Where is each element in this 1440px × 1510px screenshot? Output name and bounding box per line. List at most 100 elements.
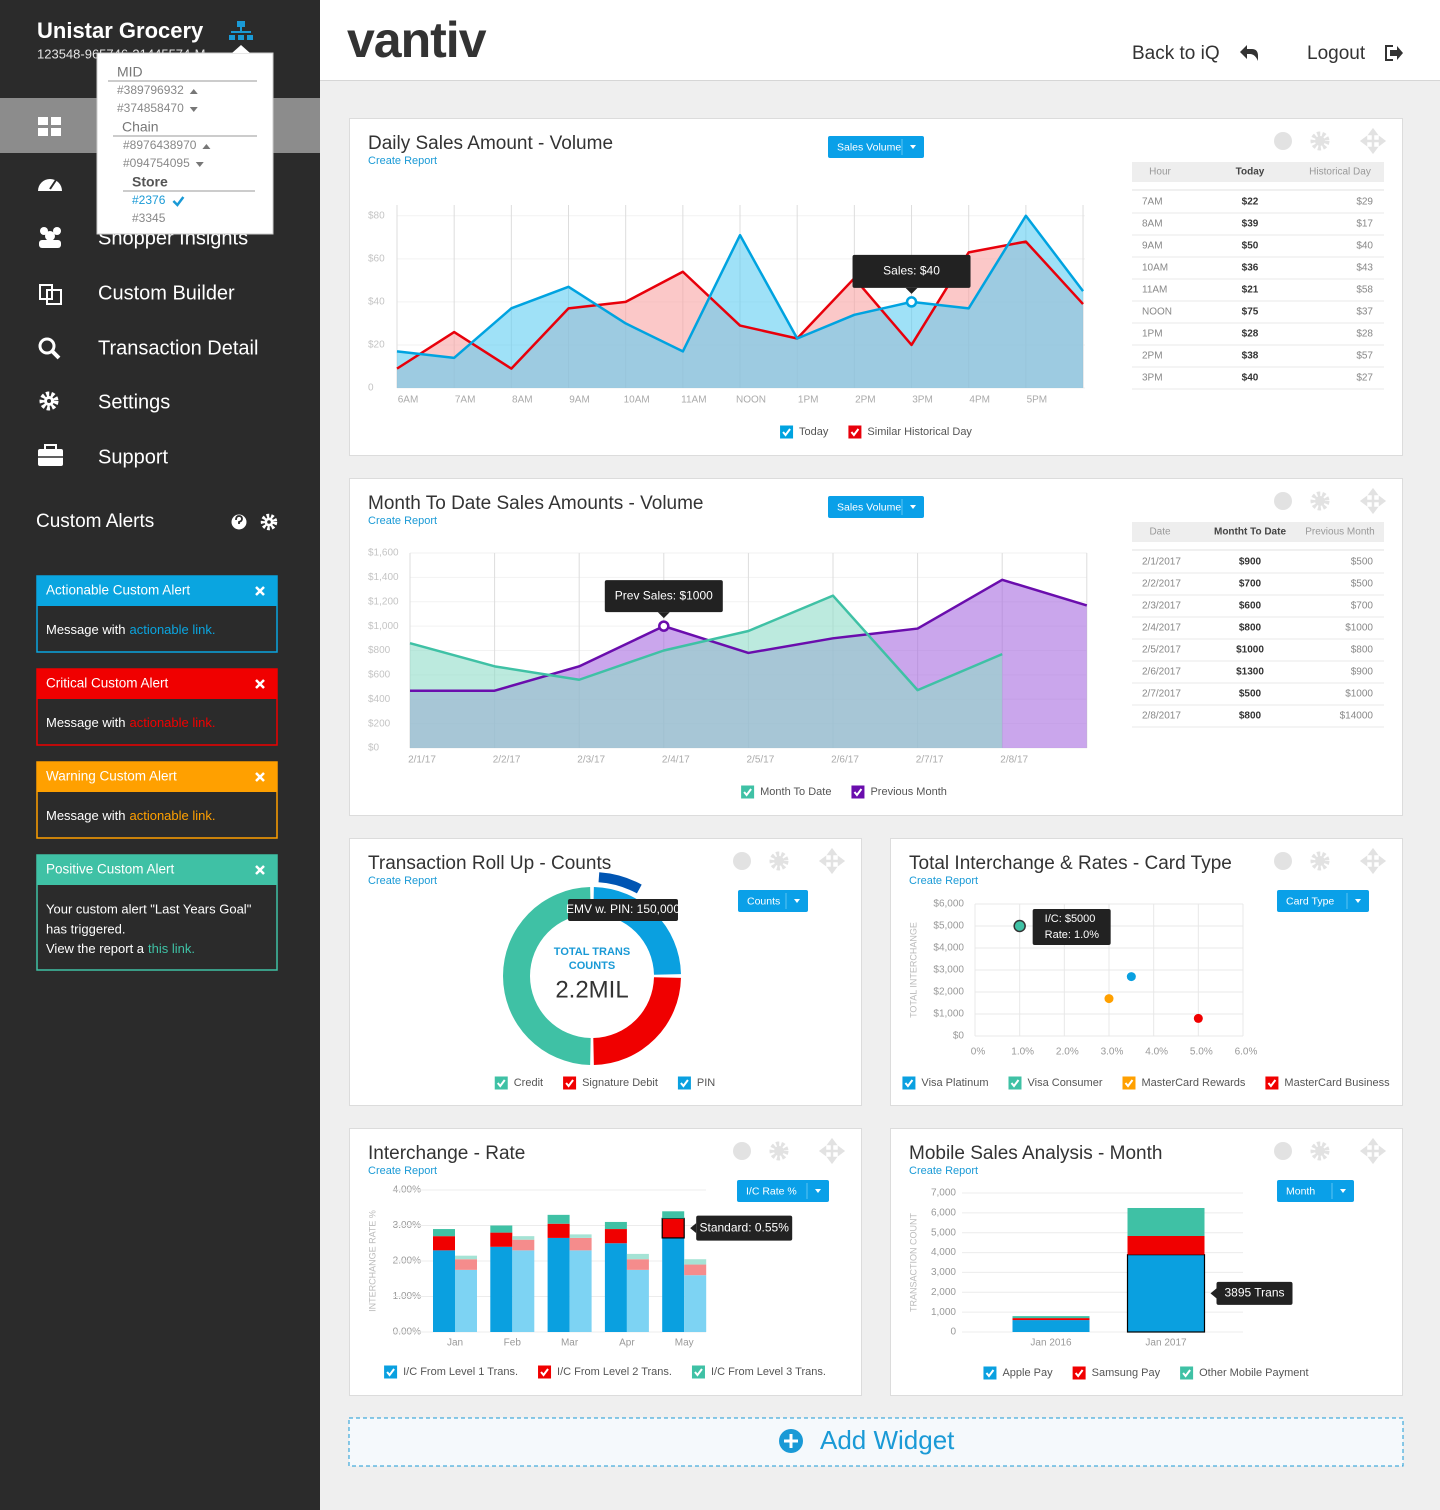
legend-label[interactable]: Credit xyxy=(514,1077,543,1089)
legend-label[interactable]: Previous Month xyxy=(870,786,946,798)
bar-segment[interactable] xyxy=(490,1225,513,1233)
nav-item[interactable]: Support xyxy=(98,446,168,468)
legend-label[interactable]: I/C From Level 1 Trans. xyxy=(403,1366,518,1378)
gear-icon[interactable] xyxy=(769,851,789,871)
legend-label[interactable]: Signature Debit xyxy=(582,1077,658,1089)
back-link[interactable]: Back to iQ xyxy=(1132,43,1220,64)
legend-label[interactable]: MasterCard Rewards xyxy=(1141,1077,1245,1089)
bar-segment[interactable] xyxy=(490,1232,513,1247)
bar-segment[interactable] xyxy=(455,1259,477,1270)
bar-segment[interactable] xyxy=(433,1236,455,1251)
legend-label[interactable]: I/C From Level 2 Trans. xyxy=(557,1366,672,1378)
bar-segment[interactable] xyxy=(1012,1318,1090,1321)
legend-checkbox[interactable] xyxy=(563,1076,577,1090)
gear-icon[interactable] xyxy=(1310,131,1330,151)
alert-link[interactable]: this link. xyxy=(148,941,195,956)
gear-icon[interactable] xyxy=(1310,491,1330,511)
gear-icon[interactable] xyxy=(769,1141,789,1161)
nav-item[interactable]: Settings xyxy=(98,391,170,413)
legend-label[interactable]: Today xyxy=(799,426,829,438)
help-icon[interactable] xyxy=(733,852,751,870)
bar-segment[interactable] xyxy=(626,1259,649,1270)
create-report-link[interactable]: Create Report xyxy=(368,1165,437,1177)
bar-segment[interactable] xyxy=(626,1253,649,1260)
help-icon[interactable] xyxy=(1274,492,1292,510)
legend-checkbox[interactable] xyxy=(1072,1366,1086,1380)
move-icon[interactable] xyxy=(1359,487,1387,515)
dropdown[interactable] xyxy=(1277,1180,1354,1202)
help-icon[interactable] xyxy=(1274,1142,1292,1160)
dropdown[interactable] xyxy=(1277,890,1369,912)
add-widget[interactable] xyxy=(348,1417,1404,1467)
alert-close[interactable] xyxy=(255,865,265,875)
bar-segment[interactable] xyxy=(1127,1207,1205,1236)
bar-segment[interactable] xyxy=(547,1214,570,1224)
donut-segment[interactable] xyxy=(593,977,681,1065)
dropdown[interactable] xyxy=(828,496,924,518)
legend-checkbox[interactable] xyxy=(780,425,794,439)
bar-segment[interactable] xyxy=(512,1250,535,1332)
legend-checkbox[interactable] xyxy=(851,785,865,799)
legend-label[interactable]: Month To Date xyxy=(760,786,831,798)
selector-item[interactable]: #094754095 xyxy=(123,156,190,170)
legend-checkbox[interactable] xyxy=(1008,1076,1022,1090)
back-icon[interactable] xyxy=(1240,45,1258,61)
bar-segment[interactable] xyxy=(604,1229,627,1244)
bar-segment[interactable] xyxy=(662,1211,685,1219)
legend-label[interactable]: I/C From Level 3 Trans. xyxy=(711,1366,826,1378)
bar-segment[interactable] xyxy=(662,1237,685,1332)
selector-item[interactable]: #374858470 xyxy=(117,101,184,115)
bar-segment[interactable] xyxy=(547,1223,570,1238)
alert-close[interactable] xyxy=(255,586,265,596)
legend-label[interactable]: MasterCard Business xyxy=(1284,1077,1390,1089)
bar-segment[interactable] xyxy=(684,1275,707,1332)
bar-segment[interactable] xyxy=(661,1217,685,1239)
bar-segment[interactable] xyxy=(1012,1320,1090,1332)
logout-link[interactable]: Logout xyxy=(1307,43,1366,64)
scatter-point[interactable] xyxy=(1126,972,1136,982)
legend-checkbox[interactable] xyxy=(494,1076,508,1090)
legend-checkbox[interactable] xyxy=(1122,1076,1136,1090)
create-report-link[interactable]: Create Report xyxy=(909,875,978,887)
scatter-point[interactable] xyxy=(1193,1013,1203,1023)
legend-checkbox[interactable] xyxy=(1265,1076,1279,1090)
alert-close[interactable] xyxy=(255,679,265,689)
legend-checkbox[interactable] xyxy=(691,1365,705,1379)
help-icon[interactable] xyxy=(1274,132,1292,150)
bar-segment[interactable] xyxy=(433,1229,455,1237)
legend-checkbox[interactable] xyxy=(677,1076,691,1090)
bar-segment[interactable] xyxy=(512,1239,535,1251)
legend-label[interactable]: Other Mobile Payment xyxy=(1199,1367,1308,1379)
bar-segment[interactable] xyxy=(490,1246,513,1332)
gear-icon[interactable] xyxy=(260,513,278,531)
legend-label[interactable]: Apple Pay xyxy=(1002,1367,1053,1379)
bar-segment[interactable] xyxy=(455,1269,477,1332)
bar-segment[interactable] xyxy=(433,1250,455,1332)
bar-segment[interactable] xyxy=(1127,1235,1205,1255)
move-icon[interactable] xyxy=(818,847,846,875)
bar-segment[interactable] xyxy=(684,1264,707,1276)
legend-checkbox[interactable] xyxy=(902,1076,916,1090)
donut-segment[interactable] xyxy=(503,887,591,1065)
legend-label[interactable]: Similar Historical Day xyxy=(867,426,972,438)
nav-item[interactable]: Transaction Detail xyxy=(98,337,258,359)
legend-checkbox[interactable] xyxy=(538,1365,552,1379)
create-report-link[interactable]: Create Report xyxy=(368,875,437,887)
nav-item[interactable]: Custom Builder xyxy=(98,282,235,304)
alert-close[interactable] xyxy=(255,772,265,782)
org-icon[interactable] xyxy=(229,21,253,40)
bar-segment[interactable] xyxy=(455,1255,477,1260)
bar-segment[interactable] xyxy=(512,1236,535,1240)
help-icon[interactable] xyxy=(733,1142,751,1160)
bar-segment[interactable] xyxy=(569,1250,592,1332)
help-icon[interactable] xyxy=(1274,852,1292,870)
add-widget-label[interactable]: Add Widget xyxy=(820,1425,955,1455)
dropdown[interactable] xyxy=(738,890,808,912)
bar-segment[interactable] xyxy=(569,1234,592,1238)
bar-segment[interactable] xyxy=(684,1259,707,1265)
alert-link[interactable]: actionable link. xyxy=(129,715,215,730)
create-report-link[interactable]: Create Report xyxy=(368,155,437,167)
selector-item[interactable]: #2376 xyxy=(132,193,166,207)
gear-icon[interactable] xyxy=(1310,851,1330,871)
bar-segment[interactable] xyxy=(569,1237,592,1251)
